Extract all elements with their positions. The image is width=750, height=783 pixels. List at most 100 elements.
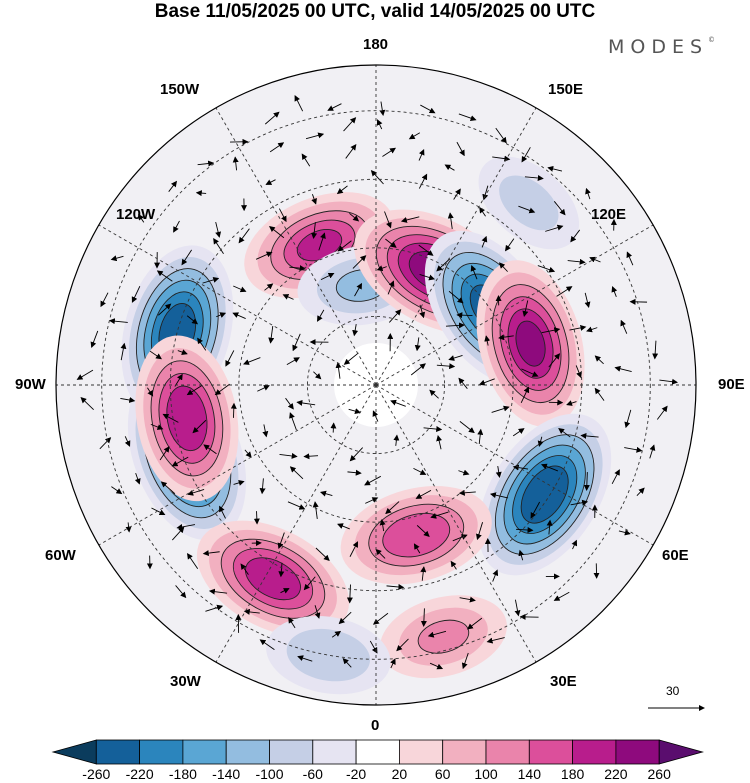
wind-arrow bbox=[514, 599, 521, 617]
wind-arrow bbox=[286, 357, 300, 366]
wind-arrow bbox=[264, 111, 280, 125]
lon-label-90w: 90W bbox=[15, 376, 46, 393]
lon-label-0: 0 bbox=[371, 717, 380, 734]
wind-arrow bbox=[277, 532, 285, 550]
wind-arrow bbox=[382, 147, 396, 157]
anomaly-isoline bbox=[166, 385, 208, 452]
wind-arrow bbox=[492, 569, 499, 582]
wind-arrow bbox=[208, 588, 228, 595]
wind-arrow bbox=[566, 400, 577, 406]
map-border bbox=[55, 64, 697, 706]
wind-arrow bbox=[111, 486, 123, 495]
wind-arrow bbox=[418, 173, 428, 189]
wind-arrow bbox=[168, 180, 178, 192]
wind-arrow bbox=[518, 549, 525, 561]
wind-arrow bbox=[215, 221, 222, 238]
wind-arrow bbox=[202, 276, 220, 284]
wind-arrow bbox=[636, 487, 645, 497]
wind-arrow bbox=[320, 272, 335, 281]
wind-arrow bbox=[203, 444, 217, 455]
wind-arrow bbox=[390, 399, 406, 407]
wind-arrow bbox=[372, 612, 389, 625]
wind-arrow bbox=[244, 449, 252, 458]
wind-arrow bbox=[177, 349, 188, 355]
anomaly-isoline bbox=[150, 360, 224, 477]
wind-vectors bbox=[76, 95, 679, 670]
wind-arrow bbox=[495, 466, 502, 478]
wind-arrow bbox=[458, 489, 476, 496]
latitude-circle bbox=[238, 247, 514, 523]
anomaly-center bbox=[266, 616, 391, 695]
wind-arrow bbox=[594, 387, 605, 401]
wind-arrow bbox=[547, 165, 563, 172]
wind-arrow bbox=[583, 472, 590, 492]
wind-arrow bbox=[420, 104, 436, 114]
wind-arrow bbox=[656, 405, 668, 420]
wind-arrow bbox=[489, 492, 509, 499]
anomaly-center bbox=[478, 413, 612, 576]
wind-arrow bbox=[279, 452, 298, 459]
wind-arrow bbox=[624, 409, 632, 429]
wind-arrow bbox=[520, 386, 530, 404]
wind-arrow bbox=[477, 428, 484, 444]
wind-arrow bbox=[315, 547, 330, 562]
wind-arrow bbox=[545, 224, 564, 232]
wind-arrow bbox=[171, 456, 189, 467]
wind-arrow bbox=[311, 194, 317, 205]
wind-arrow bbox=[448, 354, 463, 361]
colorbar-tick-label: -100 bbox=[255, 766, 284, 782]
wind-arrow bbox=[594, 355, 604, 365]
wind-arrow bbox=[498, 334, 514, 341]
wind-arrow bbox=[376, 265, 387, 272]
wind-arrow bbox=[108, 318, 128, 325]
anomaly-contour bbox=[521, 465, 569, 524]
wind-arrow bbox=[318, 232, 326, 251]
brand-text: MODES bbox=[608, 36, 709, 58]
wind-arrow bbox=[255, 251, 273, 260]
wind-arrow bbox=[347, 469, 362, 476]
anomaly-isoline bbox=[520, 465, 569, 524]
wind-arrow bbox=[390, 658, 396, 669]
wind-arrow bbox=[376, 119, 383, 130]
wind-arrow bbox=[181, 249, 193, 266]
wind-arrow bbox=[151, 507, 166, 516]
wind-arrow bbox=[385, 501, 400, 515]
anomaly-isoline bbox=[491, 284, 570, 404]
lon-label-30w: 30W bbox=[170, 673, 201, 690]
wind-arrow bbox=[287, 501, 306, 510]
lon-label-180: 180 bbox=[363, 36, 389, 53]
wind-arrow bbox=[76, 369, 94, 380]
wind-arrow bbox=[553, 201, 566, 216]
wind-arrow bbox=[243, 608, 260, 615]
wind-arrow bbox=[175, 585, 187, 599]
wind-arrow bbox=[352, 324, 359, 337]
wind-arrow bbox=[413, 543, 421, 554]
wind-arrow bbox=[100, 292, 109, 308]
wind-arrow bbox=[393, 434, 400, 446]
wind-arrow bbox=[461, 652, 469, 670]
wind-arrow bbox=[131, 285, 141, 303]
wind-arrow bbox=[158, 303, 172, 316]
wind-arrow bbox=[278, 208, 287, 223]
wind-arrow bbox=[296, 399, 316, 406]
meridian-line bbox=[215, 384, 377, 663]
wind-arrow bbox=[303, 453, 319, 460]
wind-arrow bbox=[343, 352, 359, 365]
colorbar bbox=[51, 739, 704, 765]
wind-arrow bbox=[312, 501, 319, 520]
lon-label-150w: 150W bbox=[160, 81, 200, 98]
wind-arrow bbox=[387, 280, 395, 295]
wind-arrow bbox=[282, 294, 294, 300]
wind-arrow bbox=[259, 478, 266, 495]
wind-arrow bbox=[537, 265, 556, 273]
wind-arrow bbox=[280, 588, 290, 594]
wind-arrow bbox=[418, 244, 434, 256]
meridian-line bbox=[375, 384, 537, 663]
wind-arrow bbox=[385, 238, 397, 248]
colorbar-swatch bbox=[51, 739, 97, 765]
meridian-line bbox=[375, 384, 654, 546]
wind-arrow bbox=[450, 560, 457, 570]
wind-arrow bbox=[205, 604, 224, 612]
wind-arrow bbox=[459, 421, 475, 434]
